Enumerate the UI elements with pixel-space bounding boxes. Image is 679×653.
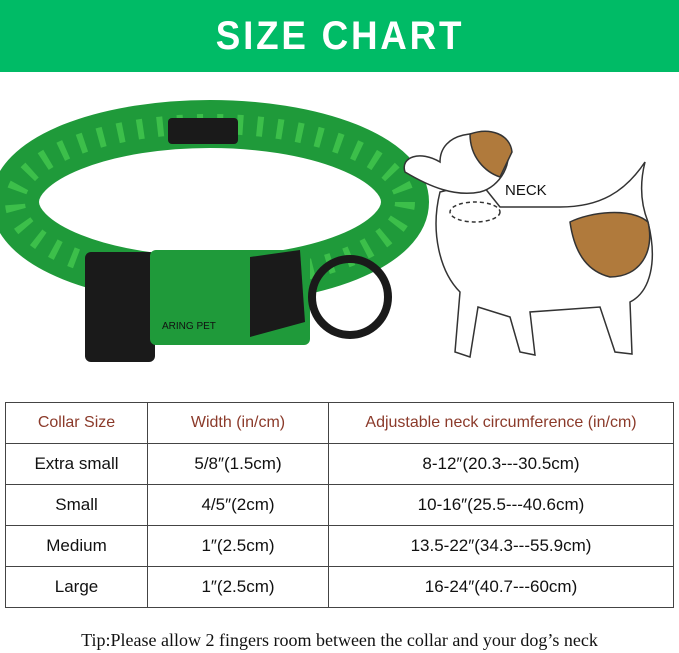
collar-image: ARING PET — [0, 100, 429, 362]
title-banner: SIZE CHART — [0, 0, 679, 72]
title: SIZE CHART — [215, 13, 464, 58]
buckle-icon — [85, 252, 155, 362]
cell: Medium — [5, 525, 148, 567]
cell: 10-16″(25.5---40.6cm) — [328, 484, 674, 526]
cell: Extra small — [5, 443, 148, 485]
d-ring-icon — [308, 255, 392, 339]
table-row: Medium 1″(2.5cm) 13.5-22″(34.3---55.9cm) — [5, 525, 674, 567]
table-row: Small 4/5″(2cm) 10-16″(25.5---40.6cm) — [5, 484, 674, 526]
tip-text: Tip:Please allow 2 fingers room between … — [81, 630, 598, 650]
cell: 5/8″(1.5cm) — [147, 443, 329, 485]
product-illustration: ARING PET — [0, 100, 654, 362]
neck-label: NECK — [505, 182, 547, 199]
header-collar-size: Collar Size — [5, 402, 148, 444]
size-table: Collar Size Width (in/cm) Adjustable nec… — [5, 402, 674, 608]
brand-logo: ARING PET — [162, 321, 216, 332]
table-row: Extra small 5/8″(1.5cm) 8-12″(20.3---30.5c… — [5, 443, 674, 485]
cell: 13.5-22″(34.3---55.9cm) — [328, 525, 674, 567]
cell: 1″(2.5cm) — [147, 566, 329, 608]
cell: 1″(2.5cm) — [147, 525, 329, 567]
cell: 4/5″(2cm) — [147, 484, 329, 526]
cell: Large — [5, 566, 148, 608]
cell: Small — [5, 484, 148, 526]
table-header-row: Collar Size Width (in/cm) Adjustable nec… — [5, 402, 674, 444]
table-row: Large 1″(2.5cm) 16-24″(40.7---60cm) — [5, 566, 674, 608]
dog-illustration — [403, 130, 654, 358]
header-neck: Adjustable neck circumference (in/cm) — [328, 402, 674, 444]
cell: 8-12″(20.3---30.5cm) — [328, 443, 674, 485]
header-width: Width (in/cm) — [147, 402, 329, 444]
cell: 16-24″(40.7---60cm) — [328, 566, 674, 608]
